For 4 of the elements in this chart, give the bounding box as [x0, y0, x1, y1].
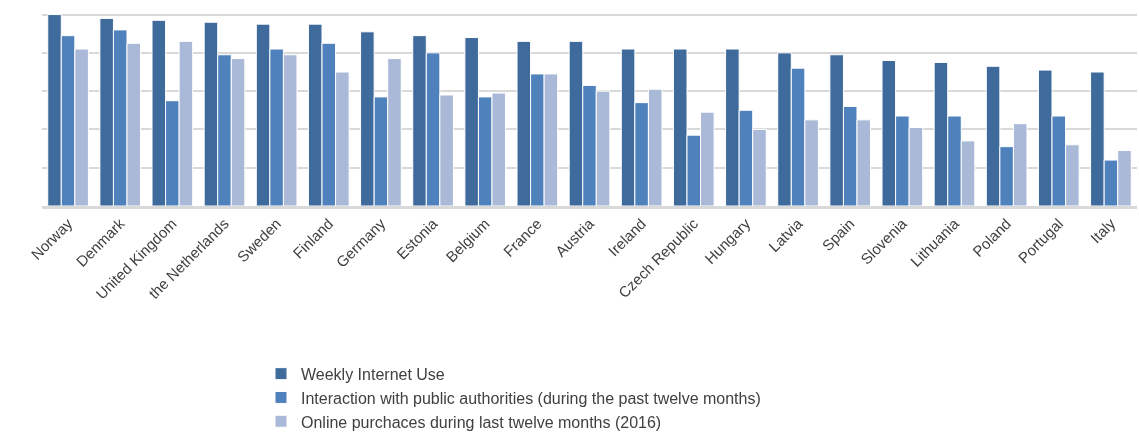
legend-label: Online purchaces during last twelve months (2016): [301, 413, 662, 431]
legend-label: Weekly Internet Use: [301, 365, 445, 383]
legend-label: Interaction with public authorities (during the past twelve months): [301, 389, 761, 407]
x-tick-label: Italy: [1086, 214, 1119, 247]
